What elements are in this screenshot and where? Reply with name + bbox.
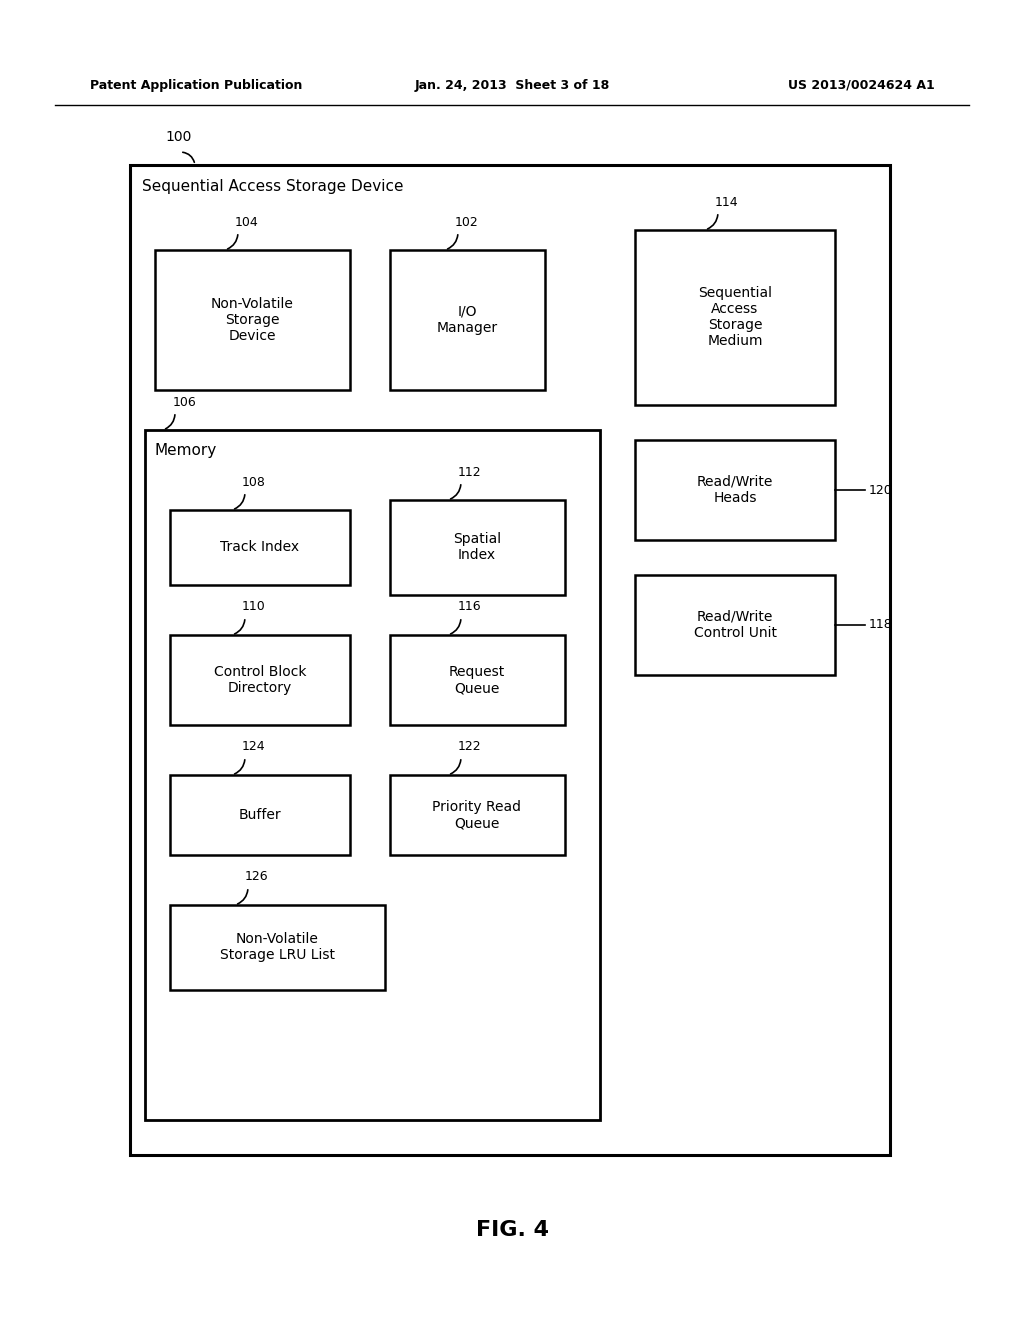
Bar: [145, 430, 600, 1119]
Bar: [390, 249, 545, 389]
Text: 124: 124: [242, 741, 265, 754]
Bar: [170, 510, 350, 585]
Text: 112: 112: [458, 466, 481, 479]
Text: 106: 106: [173, 396, 197, 408]
Text: Patent Application Publication: Patent Application Publication: [90, 78, 302, 91]
Bar: [390, 500, 565, 595]
Bar: [390, 635, 565, 725]
Text: Spatial
Index: Spatial Index: [453, 532, 501, 562]
Text: Buffer: Buffer: [239, 808, 282, 822]
Text: Sequential
Access
Storage
Medium: Sequential Access Storage Medium: [698, 285, 772, 348]
Text: 116: 116: [458, 601, 481, 614]
Text: Memory: Memory: [155, 442, 217, 458]
Text: Control Block
Directory: Control Block Directory: [214, 665, 306, 696]
Text: 122: 122: [458, 741, 481, 754]
Bar: [170, 906, 385, 990]
Text: US 2013/0024624 A1: US 2013/0024624 A1: [788, 78, 935, 91]
Text: Non-Volatile
Storage
Device: Non-Volatile Storage Device: [211, 297, 294, 343]
Text: 102: 102: [455, 215, 479, 228]
Text: FIG. 4: FIG. 4: [475, 1220, 549, 1239]
Bar: [390, 775, 565, 855]
Text: 126: 126: [245, 870, 268, 883]
Text: Track Index: Track Index: [220, 540, 300, 554]
Text: 100: 100: [165, 129, 191, 144]
Text: Request
Queue: Request Queue: [449, 665, 505, 696]
Text: Sequential Access Storage Device: Sequential Access Storage Device: [142, 180, 403, 194]
Bar: [635, 440, 835, 540]
Text: 108: 108: [242, 475, 266, 488]
Bar: [170, 775, 350, 855]
Text: 118: 118: [869, 619, 893, 631]
Text: Read/Write
Heads: Read/Write Heads: [696, 475, 773, 506]
Text: Read/Write
Control Unit: Read/Write Control Unit: [693, 610, 776, 640]
Text: Priority Read
Queue: Priority Read Queue: [432, 800, 521, 830]
Bar: [130, 165, 890, 1155]
Text: 104: 104: [234, 215, 259, 228]
Text: 114: 114: [715, 195, 738, 209]
Bar: [635, 576, 835, 675]
Text: 110: 110: [242, 601, 266, 614]
Bar: [635, 230, 835, 405]
Text: I/O
Manager: I/O Manager: [436, 305, 498, 335]
Text: 120: 120: [869, 483, 893, 496]
Text: Non-Volatile
Storage LRU List: Non-Volatile Storage LRU List: [219, 932, 335, 962]
Text: Jan. 24, 2013  Sheet 3 of 18: Jan. 24, 2013 Sheet 3 of 18: [415, 78, 609, 91]
Bar: [170, 635, 350, 725]
Bar: [155, 249, 350, 389]
